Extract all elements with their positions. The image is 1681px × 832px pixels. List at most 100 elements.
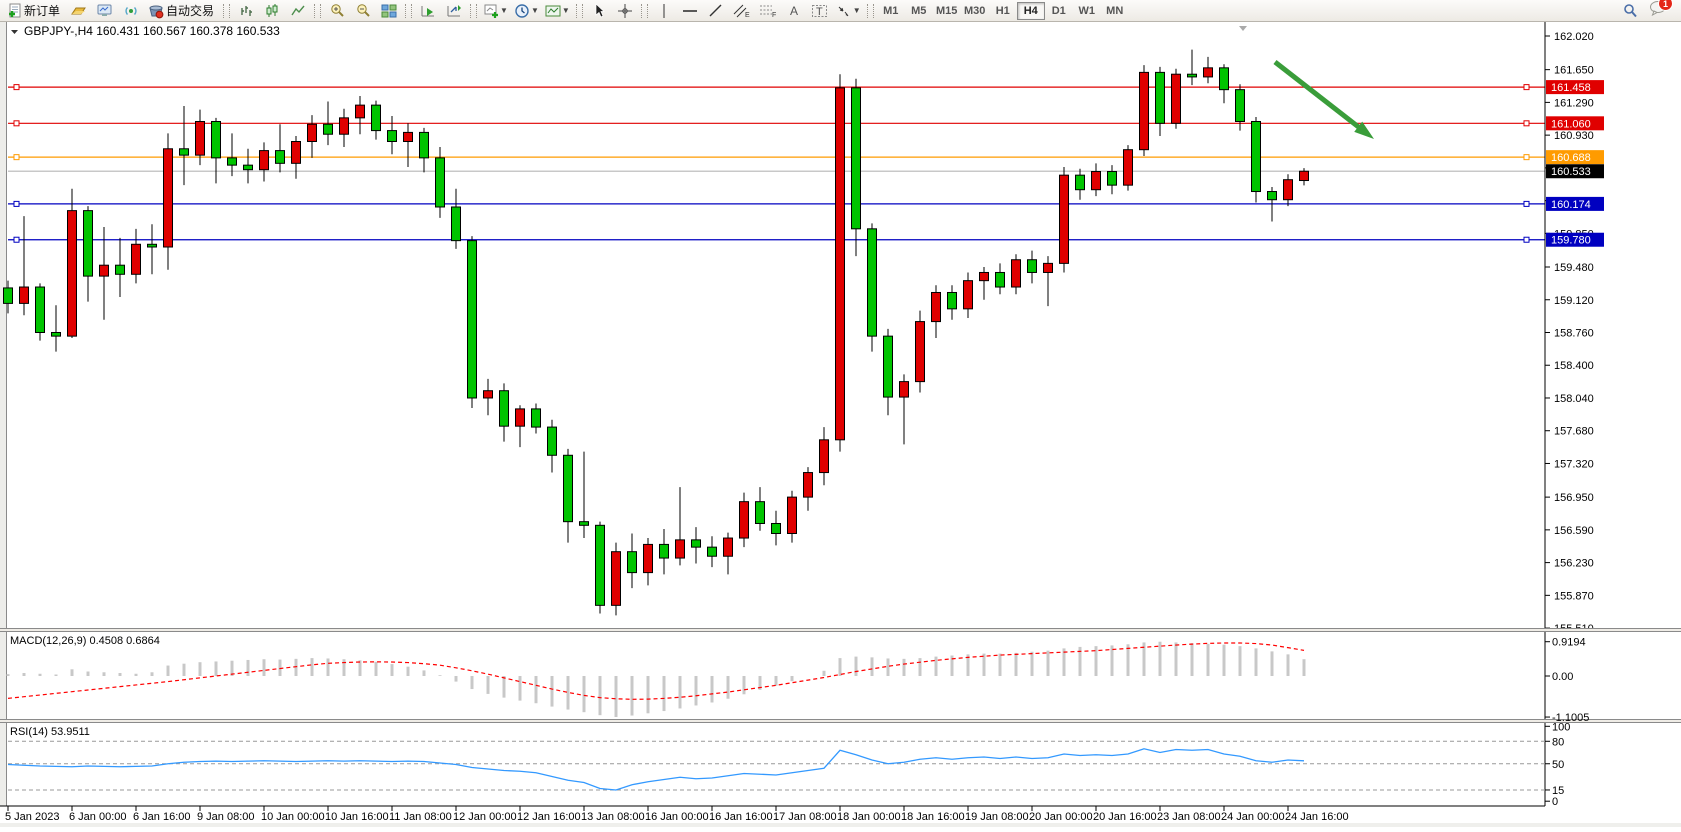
macd-signal-line: [7, 642, 1305, 700]
period-button[interactable]: ▼: [511, 1, 542, 21]
search-button[interactable]: [1617, 1, 1643, 21]
candle: [1043, 256, 1053, 307]
toolbar-grip[interactable]: [470, 3, 478, 18]
line-handle[interactable]: [13, 200, 20, 207]
candle: [1283, 174, 1293, 207]
equidistant-channel-tool-button[interactable]: E: [729, 1, 755, 21]
fibonacci-tool-button[interactable]: F: [755, 1, 781, 21]
text-label-tool-button[interactable]: T: [807, 1, 833, 21]
toolbar-grip[interactable]: [223, 3, 231, 18]
symbol-dropdown-icon[interactable]: [11, 30, 18, 34]
crosshair-tool-button[interactable]: [612, 1, 638, 21]
time-axis-label: 16 Jan 00:00: [645, 811, 709, 823]
line-handle[interactable]: [13, 236, 20, 243]
zoom-out-button[interactable]: [350, 1, 376, 21]
line-handle[interactable]: [1523, 120, 1530, 127]
candle: [963, 272, 973, 318]
toolbar-grip[interactable]: [866, 3, 874, 18]
horizontal-line-tool-button[interactable]: [677, 1, 703, 21]
candle-body: [851, 87, 861, 230]
template-button[interactable]: ▼: [542, 1, 573, 21]
rsi-label: RSI(14) 53.9511: [10, 726, 90, 738]
horizontal-line-161.458[interactable]: [8, 84, 1545, 91]
timeframe-h1-button[interactable]: H1: [995, 4, 1010, 17]
gold-ingot-button[interactable]: [66, 1, 92, 21]
signals-button[interactable]: [118, 1, 144, 21]
auto-scroll-icon: [420, 3, 436, 19]
auto-scroll-button[interactable]: [415, 1, 441, 21]
timeframe-m30-button[interactable]: M30: [964, 4, 986, 17]
line-handle[interactable]: [13, 120, 20, 127]
notifications-button[interactable]: 1: [1649, 0, 1673, 21]
horizontal-line-icon: [682, 3, 698, 19]
timeframe-m5-button[interactable]: M5: [911, 4, 927, 17]
toolbar-grip[interactable]: [405, 3, 413, 18]
candle: [275, 124, 285, 173]
price-tick-label: 158.040: [1554, 393, 1594, 405]
new-chart-button[interactable]: ▼: [480, 1, 511, 21]
text-label-icon: T: [811, 3, 829, 19]
line-handle[interactable]: [1523, 154, 1530, 161]
line-handle[interactable]: [1523, 236, 1530, 243]
trendline-tool-button[interactable]: [703, 1, 729, 21]
candle: [67, 188, 77, 338]
terminal-button[interactable]: [92, 1, 118, 21]
zoom-in-button[interactable]: [324, 1, 350, 21]
horizontal-line-161.060[interactable]: [8, 120, 1545, 127]
new-order-icon: [7, 3, 23, 19]
candle-body: [467, 240, 477, 399]
toolbar-grip[interactable]: [314, 3, 322, 18]
horizontal-line-160.174[interactable]: [8, 200, 1545, 207]
candle: [339, 108, 349, 147]
candle: [51, 305, 61, 352]
chart-area[interactable]: GBPJPY-,H4 160.431 160.567 160.378 160.5…: [0, 22, 1681, 827]
candle-body: [931, 291, 941, 323]
panel-separator[interactable]: [0, 629, 1681, 631]
tile-windows-button[interactable]: [376, 1, 402, 21]
cursor-tool-button[interactable]: [586, 1, 612, 21]
candlestick-chart-icon: [264, 3, 280, 19]
candle: [3, 280, 13, 314]
candle-body: [915, 321, 925, 383]
line-chart-button[interactable]: [285, 1, 311, 21]
candle: [579, 451, 589, 539]
price-chart-svg[interactable]: GBPJPY-,H4 160.431 160.567 160.378 160.5…: [0, 22, 1681, 827]
candle-body: [1299, 170, 1309, 182]
chart-shift-marker[interactable]: [1239, 26, 1247, 31]
auto-trading-button[interactable]: 自动交易: [144, 1, 220, 21]
timeframe-h4-button[interactable]: H4: [1016, 1, 1045, 20]
timeframe-d1-button[interactable]: D1: [1051, 4, 1066, 17]
candle-body: [755, 501, 765, 524]
toolbar-grip[interactable]: [575, 3, 583, 18]
line-handle[interactable]: [1523, 200, 1530, 207]
candle: [1011, 254, 1021, 295]
panel-separator[interactable]: [0, 720, 1681, 722]
candle-body: [803, 472, 813, 498]
arrow-shaft[interactable]: [1273, 60, 1363, 132]
toolbar-grip[interactable]: [640, 3, 648, 18]
price-tick-label: 157.680: [1554, 426, 1594, 438]
candle-body: [19, 286, 29, 304]
arrows-tool-button[interactable]: ▼: [833, 1, 864, 21]
text-tool-button[interactable]: A: [781, 1, 807, 21]
timeframe-w1-button[interactable]: W1: [1078, 4, 1095, 17]
line-handle[interactable]: [13, 154, 20, 161]
chart-shift-button[interactable]: [441, 1, 467, 21]
bar-chart-button[interactable]: [233, 1, 259, 21]
trend-arrow-annotation[interactable]: [1273, 60, 1374, 139]
price-badge-161.060: 161.060: [1546, 116, 1604, 131]
vertical-line-tool-button[interactable]: [651, 1, 677, 21]
candle: [1091, 163, 1101, 197]
timeframe-m15-button[interactable]: M15: [936, 4, 958, 17]
candlestick-chart-button[interactable]: [259, 1, 285, 21]
new-order-button[interactable]: 新订单: [4, 1, 66, 21]
line-handle[interactable]: [1523, 84, 1530, 91]
clock-icon: [514, 3, 530, 19]
timeframe-m1-button[interactable]: M1: [883, 4, 899, 17]
line-handle[interactable]: [13, 84, 20, 91]
svg-text:T: T: [816, 6, 823, 18]
timeframe-mn-button[interactable]: MN: [1106, 4, 1124, 17]
candle-body: [867, 228, 877, 337]
horizontal-line-159.780[interactable]: [8, 236, 1545, 243]
candle: [403, 123, 413, 167]
